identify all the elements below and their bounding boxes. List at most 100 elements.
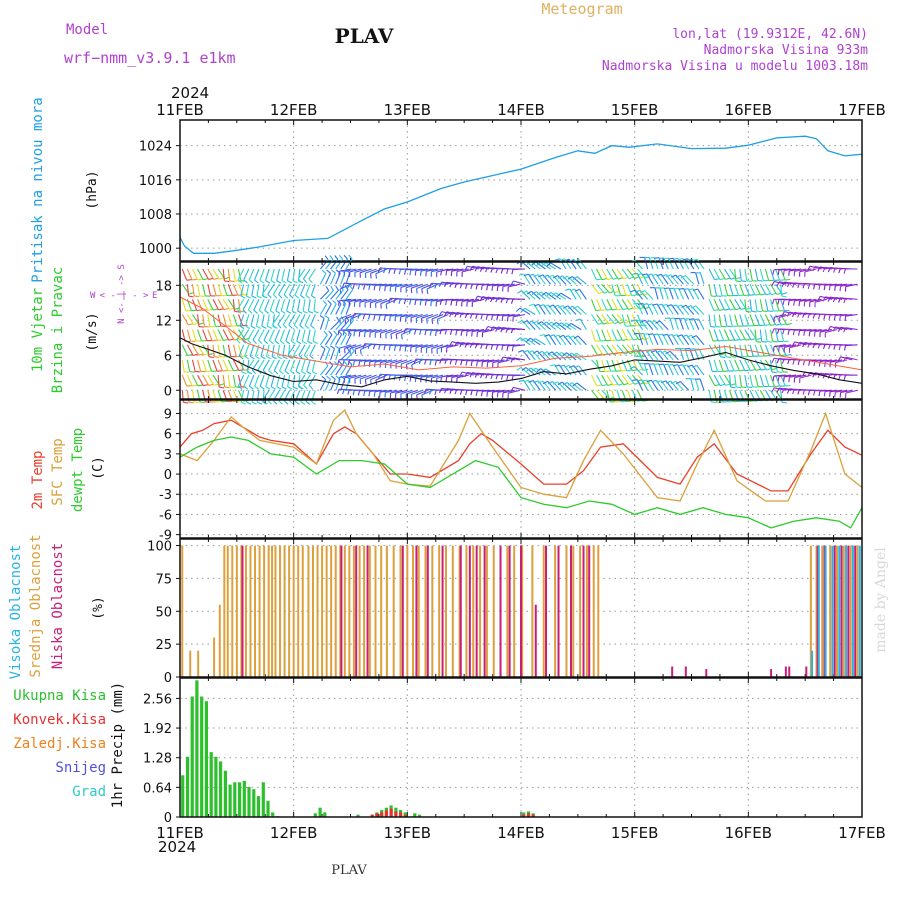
wind-barb-flag — [212, 308, 219, 311]
wind-barb — [461, 298, 474, 302]
wind-barb — [773, 344, 786, 348]
wind-barb — [596, 359, 601, 372]
wind-barb-flag — [413, 358, 417, 364]
wind-barb-flag — [677, 364, 683, 367]
wind-barb-flag — [352, 283, 355, 289]
date-label-bottom: 13FEB — [384, 824, 431, 842]
wind-barb-flag — [769, 354, 775, 357]
wind-barb-flag — [670, 274, 676, 278]
wind-barb — [683, 288, 690, 300]
wind-barb-flag — [691, 305, 696, 309]
wind-barb-flag — [547, 381, 553, 385]
wind-barb-flag — [326, 269, 331, 274]
date-label-top: 17FEB — [838, 101, 885, 119]
wind-barb — [269, 299, 275, 311]
wind-barb-flag — [569, 258, 575, 262]
wind-barb — [626, 374, 636, 385]
temp-ylabel-sfc: SFC Temp — [50, 438, 66, 505]
precip-bar-total_precip — [417, 814, 422, 817]
wind-barb-flag — [367, 343, 371, 349]
wind-barb — [437, 313, 449, 320]
wind-barb-flag — [646, 379, 652, 383]
wind-barb-flag — [349, 285, 354, 290]
wind-barb — [508, 389, 521, 394]
wind-barb — [344, 268, 357, 273]
wind-barb-flag — [596, 278, 602, 281]
wind-barb — [446, 344, 459, 349]
wind-barb-flag — [323, 330, 328, 336]
precip-bar-conv_precip — [384, 810, 388, 817]
wind-barb — [744, 268, 748, 281]
wind-barb-flag — [398, 375, 402, 381]
wind-barb — [197, 329, 203, 342]
wind-barb — [739, 284, 745, 296]
wind-barb — [426, 313, 439, 320]
wind-barb-flag — [746, 280, 752, 282]
wind-barb — [596, 329, 602, 342]
wind-barb — [191, 284, 195, 297]
wind-barb-flag — [460, 330, 463, 336]
wind-barb — [405, 268, 418, 271]
wind-barb — [191, 359, 196, 372]
wind-barb-flag — [730, 277, 736, 280]
wind-barb-flag — [294, 400, 300, 405]
wind-barb-flag — [187, 354, 193, 357]
wind-barb — [319, 365, 329, 376]
wind-barb — [380, 389, 393, 393]
wind-barb-flag — [526, 367, 532, 372]
wind-barb-flag — [668, 257, 674, 260]
precip-bar-conv_precip — [399, 812, 403, 817]
wind-barb-flag — [259, 279, 265, 284]
wind-barb-flag — [479, 296, 484, 302]
wind-barb — [606, 268, 614, 280]
wind-barb-flag — [256, 295, 262, 299]
wind-barb — [237, 268, 245, 280]
wind-barb-flag — [833, 344, 836, 350]
wind-barb — [266, 314, 270, 327]
wind-barb — [699, 378, 705, 391]
wind-barb-flag — [724, 308, 730, 311]
wind-barb-flag — [322, 300, 327, 305]
wind-barb-flag — [399, 346, 402, 352]
wind-barb-flag — [464, 372, 468, 378]
wind-barb — [232, 359, 240, 371]
wind-barb-flag — [352, 390, 355, 396]
wind-barb-flag — [357, 390, 361, 396]
wind-barb — [253, 299, 260, 311]
wind-barb-flag — [500, 327, 504, 333]
wind-barb — [819, 389, 832, 392]
wind-barb — [304, 314, 311, 326]
wind-barb — [643, 363, 649, 376]
wind-barb — [677, 364, 684, 376]
wind-barb — [512, 374, 526, 377]
wind-barb — [385, 389, 398, 394]
wind-barb-flag — [449, 388, 453, 394]
wind-barb — [212, 329, 219, 341]
wind-barb — [268, 359, 275, 371]
wind-barb — [324, 317, 330, 330]
wind-barb — [202, 329, 208, 341]
wind-barb — [845, 356, 858, 361]
wind-barb — [227, 359, 234, 372]
wind-barb — [596, 374, 603, 386]
wind-barb-flag — [572, 382, 578, 387]
wind-barb — [467, 329, 479, 332]
wind-barb-flag — [787, 300, 790, 306]
wind-barb — [642, 303, 649, 315]
wind-barb — [845, 327, 858, 331]
wind-barb — [562, 275, 572, 285]
wind-barb-flag — [384, 286, 386, 292]
date-label-bottom: 12FEB — [270, 824, 317, 842]
pressure-ylabel: Pritisak na nivou mora — [30, 97, 46, 282]
wind-barb-flag — [844, 316, 847, 322]
wind-barb-flag — [287, 386, 293, 390]
wind-barb-flag — [289, 400, 294, 405]
wind-barb-flag — [445, 270, 448, 276]
compass-w: W — [90, 291, 96, 301]
wind-barb — [764, 283, 772, 295]
wind-barb-flag — [301, 370, 307, 375]
wind-barb — [519, 307, 531, 315]
wind-barb-flag — [735, 280, 741, 283]
precip-bar-total_precip — [323, 812, 327, 817]
wind-barb-flag — [618, 383, 624, 386]
